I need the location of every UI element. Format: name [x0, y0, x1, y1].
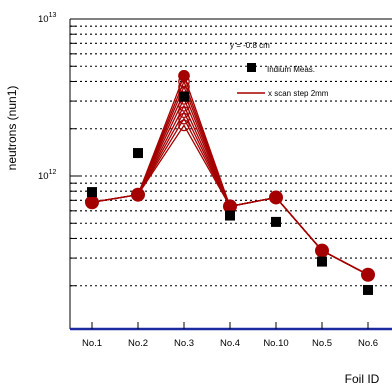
- legend: y = -0.8 cm Indium Meas. x scan step 2mm: [230, 41, 329, 98]
- plot-series: [85, 69, 375, 295]
- y-axis-ticks: [70, 18, 82, 287]
- y-tick-label-top: 1013: [38, 12, 56, 25]
- x-tick-label: No.6: [358, 338, 378, 349]
- x-tick-label: No.10: [263, 338, 288, 349]
- x-axis-ticks: No.1 No.2 No.3 No.4 No.10 No.5 No.6: [82, 322, 378, 349]
- x-tick-label: No.3: [174, 338, 194, 349]
- y-tick-base: 10: [38, 14, 49, 25]
- indium-meas-point: [271, 216, 281, 227]
- y-tick-exponent: 13: [49, 12, 57, 19]
- scan-point-open: [178, 112, 190, 125]
- x-axis-title: Foil ID: [345, 372, 380, 386]
- x-tick-label: No.5: [312, 338, 332, 349]
- x-tick-label: No.4: [220, 338, 240, 349]
- indium-meas-point: [179, 91, 189, 102]
- scan-point: [315, 243, 329, 258]
- scan-point: [269, 190, 283, 205]
- y-tick-base: 10: [38, 171, 49, 182]
- indium-meas-point: [317, 256, 327, 267]
- indium-meas-point: [87, 187, 97, 198]
- scan-point: [85, 195, 99, 210]
- scan-point: [131, 187, 145, 202]
- indium-meas-point: [133, 148, 143, 159]
- x-tick-label: No.1: [82, 338, 102, 349]
- scan-point-open: [178, 106, 190, 118]
- y-tick-exponent: 12: [49, 169, 57, 176]
- y-axis-title: neutrons (nun1): [5, 86, 19, 171]
- indium-meas-point: [225, 210, 235, 221]
- legend-label-scan: x scan step 2mm: [268, 89, 329, 98]
- legend-marker-indium: [247, 63, 256, 72]
- y-tick-label-mid: 1012: [38, 169, 56, 182]
- legend-header: y = -0.8 cm: [230, 41, 270, 50]
- x-tick-label: No.2: [128, 338, 148, 349]
- scan-point: [361, 267, 375, 282]
- scan-point-open: [178, 119, 190, 132]
- legend-label-indium: Indium Meas.: [267, 65, 315, 74]
- grid-lines: [70, 18, 392, 287]
- scan-point-peak: [178, 70, 190, 82]
- indium-meas-point: [363, 284, 373, 295]
